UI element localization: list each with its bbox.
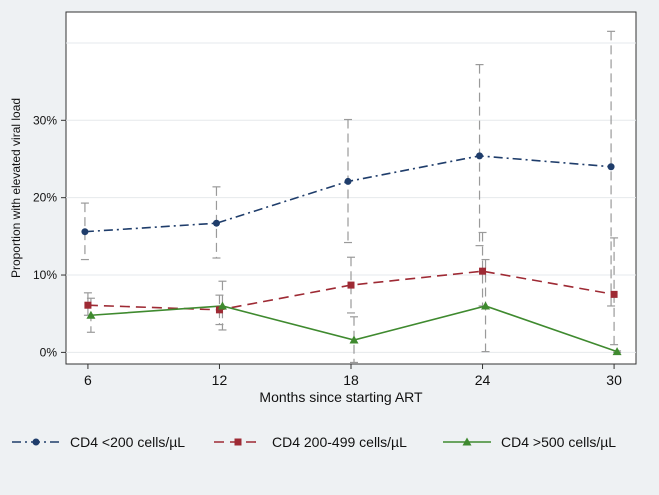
x-tick-label: 12 bbox=[212, 372, 228, 388]
legend-label: CD4 <200 cells/µL bbox=[70, 434, 185, 450]
y-tick-label: 0% bbox=[40, 345, 58, 359]
data-point bbox=[349, 335, 359, 344]
x-tick-label: 30 bbox=[606, 372, 622, 388]
data-point bbox=[610, 290, 618, 298]
y-axis-label: Proportion with elevated viral load bbox=[9, 98, 23, 278]
data-point bbox=[612, 347, 622, 356]
data-point bbox=[217, 301, 227, 310]
legend-marker bbox=[234, 438, 242, 446]
x-tick-label: 6 bbox=[84, 372, 92, 388]
legend: CD4 <200 cells/µL CD4 200-499 cells/µL CD4… bbox=[12, 434, 616, 450]
data-point bbox=[86, 310, 96, 319]
legend-label: CD4 200-499 cells/µL bbox=[272, 434, 407, 450]
x-tick-label: 18 bbox=[343, 372, 359, 388]
x-tick-label: 24 bbox=[475, 372, 491, 388]
data-point bbox=[607, 163, 615, 171]
y-tick-label: 30% bbox=[33, 113, 57, 127]
data-point bbox=[481, 301, 491, 310]
data-point bbox=[479, 267, 487, 275]
axes: 0% 10% 20% 30% 6 12 18 24 30 bbox=[33, 113, 622, 388]
data-point bbox=[81, 228, 89, 236]
y-tick-label: 10% bbox=[33, 268, 57, 282]
y-tick-label: 20% bbox=[33, 191, 57, 205]
data-point bbox=[347, 281, 355, 289]
legend-marker bbox=[462, 437, 472, 446]
data-point bbox=[84, 301, 92, 309]
legend-label: CD4 >500 cells/µL bbox=[501, 434, 616, 450]
legend-marker bbox=[32, 438, 40, 446]
data-point bbox=[476, 152, 484, 160]
data-point bbox=[344, 177, 352, 185]
series-markers bbox=[81, 152, 622, 356]
data-point bbox=[215, 306, 223, 314]
data-point bbox=[212, 219, 220, 227]
x-axis-label: Months since starting ART bbox=[259, 389, 423, 405]
